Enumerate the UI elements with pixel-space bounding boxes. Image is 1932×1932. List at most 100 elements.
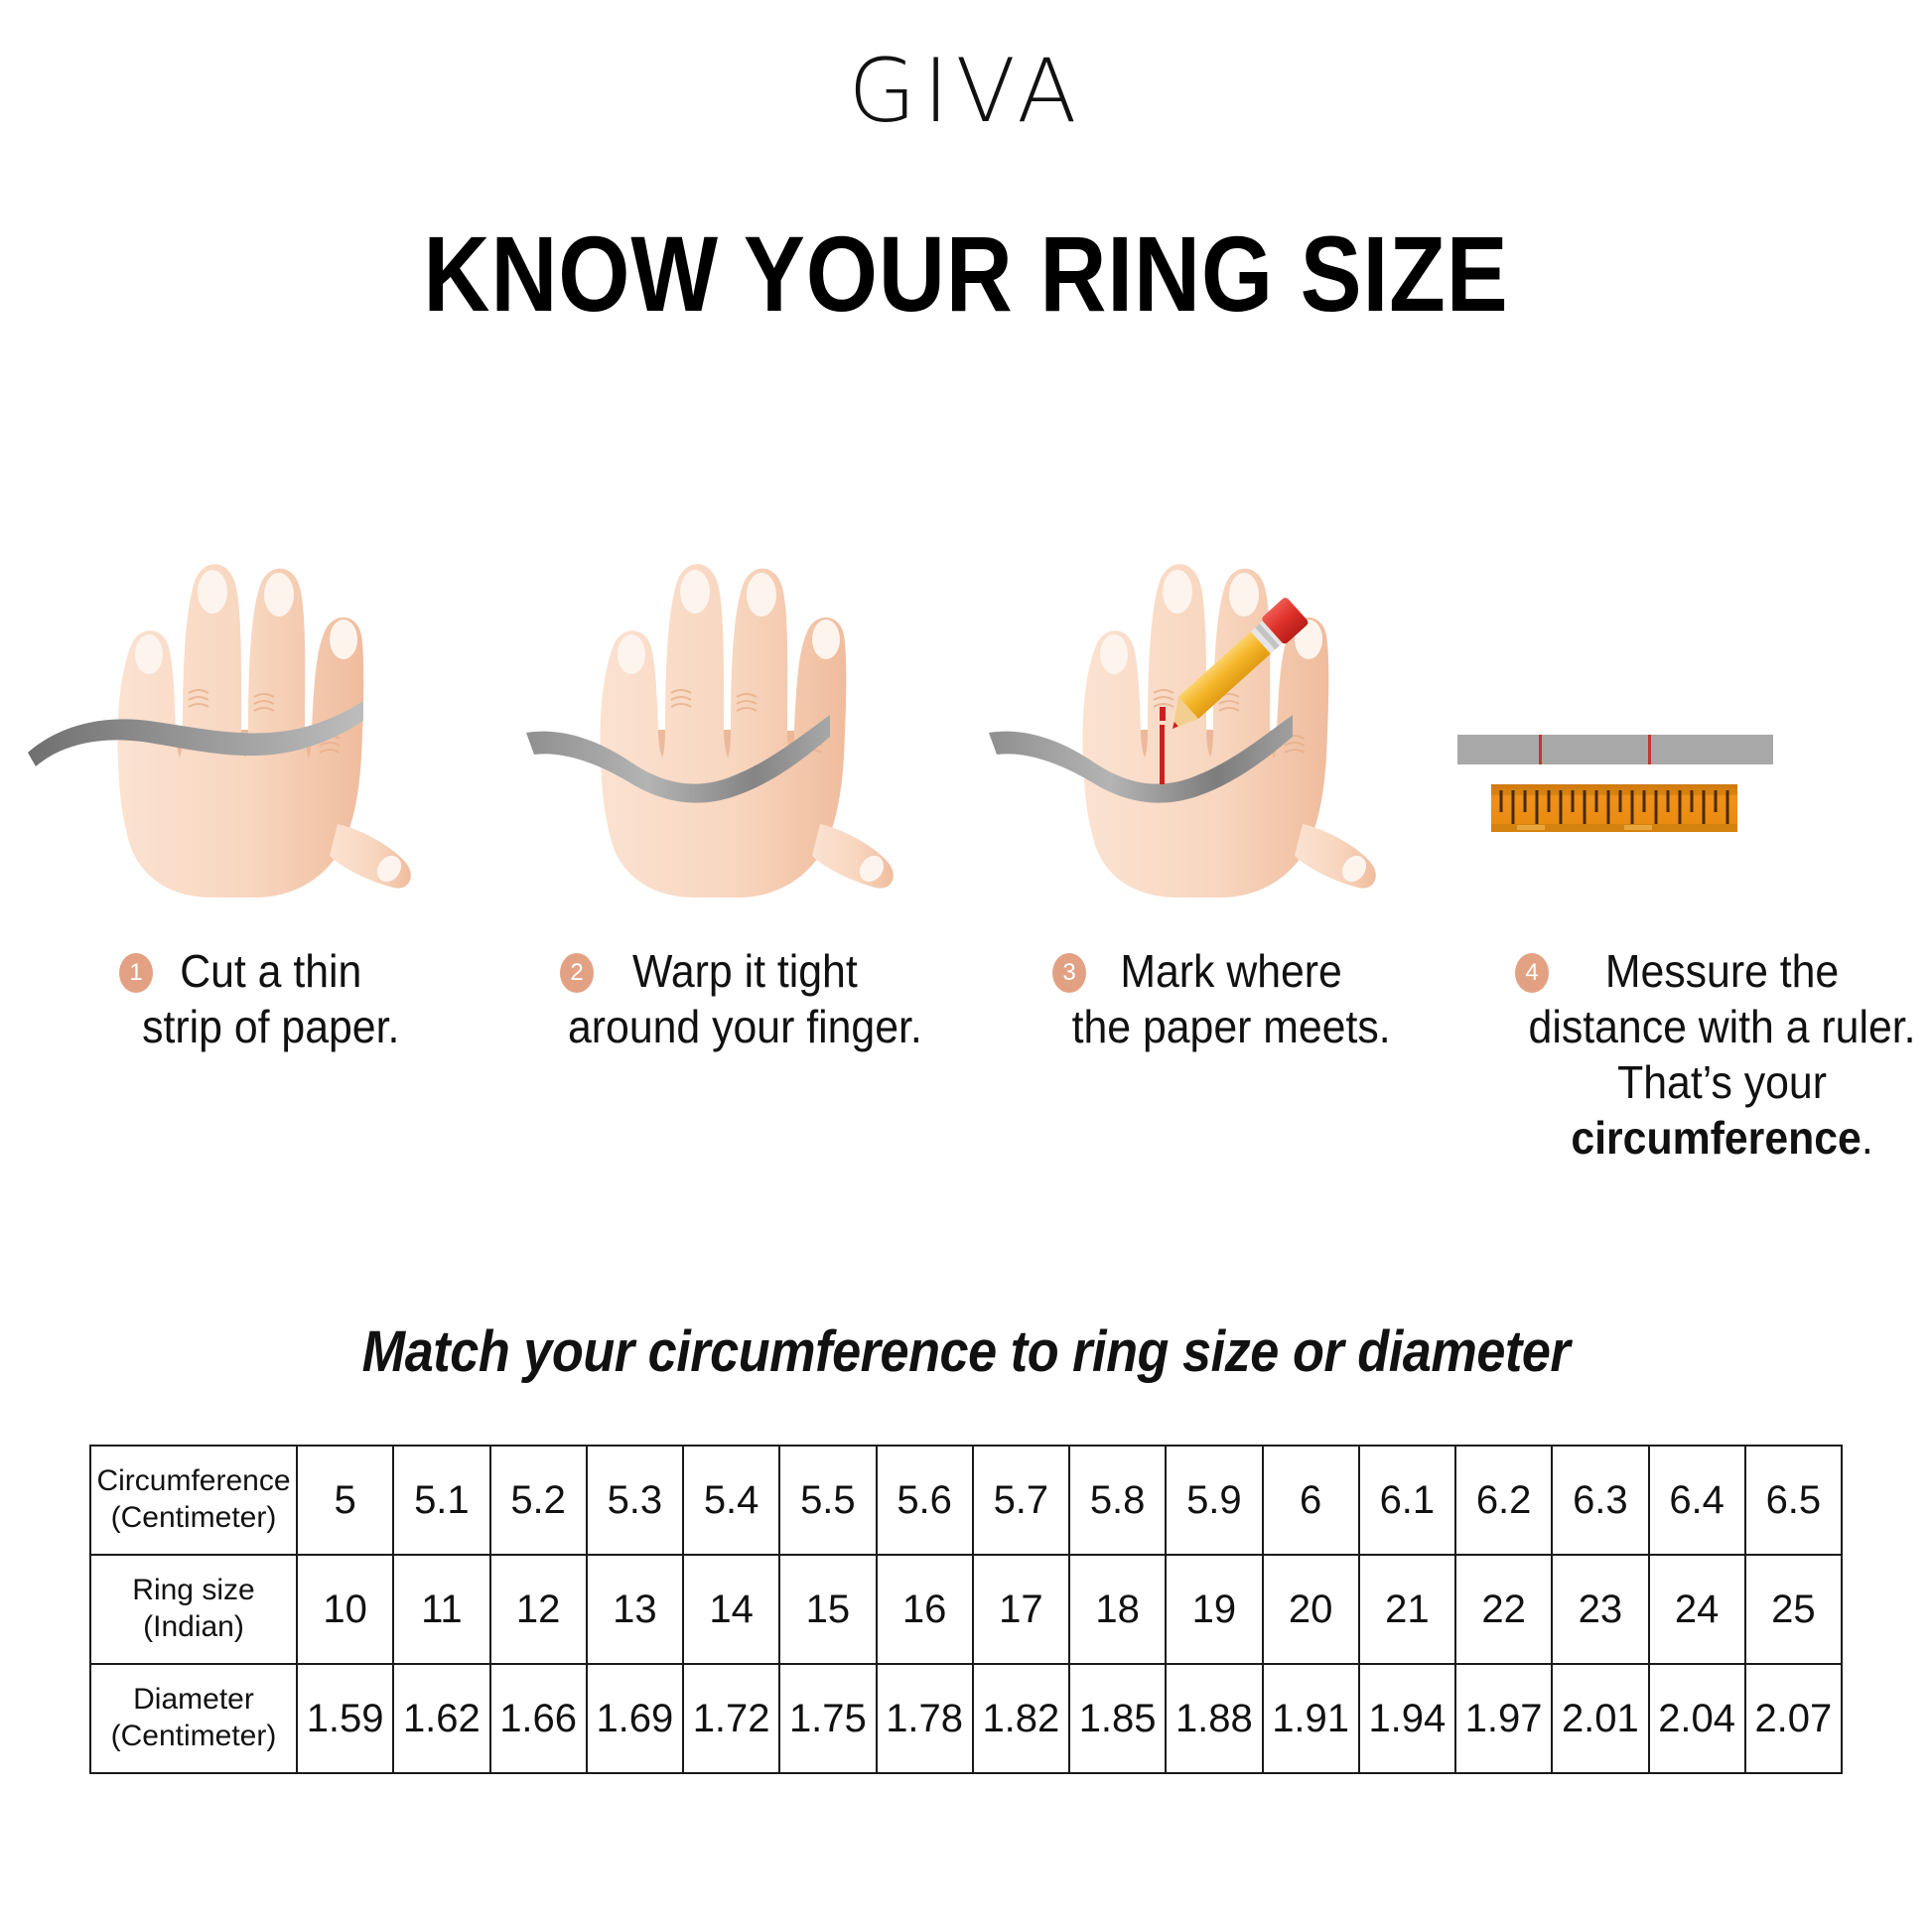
row-label-line-2: (Centimeter)	[110, 1501, 277, 1534]
cell-ring-size-10: 20	[1261, 1554, 1360, 1665]
brand-logo: GIVA	[848, 40, 1084, 142]
cell-circumference-4: 5.4	[681, 1445, 781, 1556]
step-4-illustration	[1448, 526, 1930, 943]
cell-ring-size-11: 21	[1357, 1554, 1457, 1665]
cell-circumference-15: 6.5	[1743, 1445, 1844, 1556]
cell-diameter-9: 1.88	[1165, 1663, 1264, 1774]
cell-circumference-13: 6.3	[1551, 1445, 1650, 1556]
cell-ring-size-13: 23	[1551, 1554, 1650, 1665]
hand-icon	[0, 526, 483, 943]
hand-pencil-icon	[965, 526, 1448, 943]
cell-ring-size-8: 18	[1067, 1554, 1168, 1665]
cell-circumference-3: 5.3	[585, 1445, 685, 1556]
cell-diameter-12: 1.97	[1453, 1663, 1554, 1774]
cell-circumference-10: 6	[1261, 1445, 1360, 1556]
page-title: KNOW YOUR RING SIZE	[423, 213, 1509, 334]
steps-captions: 1 Cut a thin strip of paper. 2 Warp it t…	[0, 943, 1932, 1166]
cell-ring-size-12: 22	[1453, 1554, 1554, 1665]
cell-circumference-14: 6.4	[1647, 1445, 1746, 1556]
step-4-line-1: Messure the	[1604, 945, 1840, 997]
circumference-emphasis: circumference	[1571, 1112, 1862, 1165]
step-4-line-3-suffix: .	[1861, 1112, 1873, 1165]
cell-ring-size-14: 24	[1647, 1554, 1746, 1665]
cell-diameter-7: 1.82	[971, 1663, 1071, 1774]
step-3-badge: 3	[1052, 953, 1086, 993]
ring-size-table: Circumference (Centimeter) 5 5.1 5.2 5.3…	[89, 1445, 1844, 1774]
step-3-text: Mark where the paper meets.	[988, 943, 1426, 1054]
step-3-line-2: the paper meets.	[1071, 1001, 1391, 1053]
cell-diameter-8: 1.85	[1067, 1663, 1168, 1774]
cell-diameter-13: 2.01	[1551, 1663, 1650, 1774]
cell-ring-size-15: 25	[1743, 1554, 1844, 1665]
ring-size-table-wrapper: Circumference (Centimeter) 5 5.1 5.2 5.3…	[89, 1445, 1844, 1774]
step-2-line-2: around your finger.	[568, 1001, 922, 1053]
row-label-line-1: Ring size	[132, 1574, 255, 1607]
step-3-line-1: Mark where	[1120, 945, 1342, 997]
step-2-caption: 2 Warp it tight around your finger.	[483, 943, 965, 1166]
row-label-line-2: (Centimeter)	[110, 1720, 277, 1752]
step-1-line-2: strip of paper.	[142, 1001, 400, 1053]
cell-ring-size-6: 16	[875, 1554, 974, 1665]
cell-diameter-5: 1.75	[778, 1663, 878, 1774]
step-2-badge: 2	[560, 953, 594, 993]
row-label-line-1: Diameter	[133, 1683, 254, 1717]
cell-diameter-10: 1.91	[1261, 1663, 1360, 1774]
ring-size-table-body: Circumference (Centimeter) 5 5.1 5.2 5.3…	[89, 1445, 1844, 1774]
cell-circumference-5: 5.5	[778, 1445, 878, 1556]
cell-ring-size-2: 12	[488, 1554, 588, 1665]
cell-circumference-11: 6.1	[1357, 1445, 1457, 1556]
cell-ring-size-4: 14	[681, 1554, 781, 1665]
cell-circumference-12: 6.2	[1453, 1445, 1554, 1556]
step-3-caption: 3 Mark where the paper meets.	[965, 943, 1448, 1166]
cell-diameter-11: 1.94	[1357, 1663, 1457, 1774]
cell-circumference-2: 5.2	[488, 1445, 588, 1556]
cell-diameter-3: 1.69	[585, 1663, 685, 1774]
cell-diameter-4: 1.72	[681, 1663, 781, 1774]
cell-circumference-6: 5.6	[875, 1445, 974, 1556]
cell-ring-size-3: 13	[585, 1554, 685, 1665]
pencil-icon	[1173, 598, 1309, 729]
row-label-line-2: (Indian)	[143, 1610, 244, 1643]
table-row: Diameter (Centimeter) 1.59 1.62 1.66 1.6…	[89, 1663, 1844, 1774]
step-1-line-1: Cut a thin	[180, 945, 362, 997]
cell-diameter-15: 2.07	[1743, 1663, 1844, 1774]
step-4-text: Messure the distance with a ruler. That’…	[1452, 943, 1932, 1166]
table-row: Ring size (Indian) 10 11 12 13 14 15 16 …	[89, 1554, 1844, 1665]
table-heading: Match your circumference to ring size or…	[361, 1319, 1571, 1384]
step-4-badge: 4	[1515, 953, 1549, 993]
cell-diameter-2: 1.66	[488, 1663, 588, 1774]
cell-ring-size-9: 19	[1165, 1554, 1264, 1665]
ruler-icon	[1448, 526, 1930, 943]
row-label-ring-size: Ring size (Indian)	[89, 1554, 298, 1665]
step-1-badge: 1	[119, 953, 153, 993]
cell-ring-size-0: 10	[295, 1554, 395, 1665]
row-label-diameter: Diameter (Centimeter)	[89, 1663, 298, 1774]
table-row: Circumference (Centimeter) 5 5.1 5.2 5.3…	[89, 1445, 1844, 1556]
cell-ring-size-1: 11	[392, 1554, 491, 1665]
cell-diameter-14: 2.04	[1647, 1663, 1746, 1774]
step-1-caption: 1 Cut a thin strip of paper.	[0, 943, 483, 1166]
step-1-text: Cut a thin strip of paper.	[23, 943, 461, 1054]
step-2-illustration	[483, 526, 965, 943]
hand-icon	[483, 526, 965, 943]
cell-ring-size-5: 15	[778, 1554, 878, 1665]
step-2-line-1: Warp it tight	[632, 945, 858, 997]
step-2-text: Warp it tight around your finger.	[505, 943, 943, 1054]
step-4-line-3: That’s your circumference.	[1491, 1054, 1932, 1166]
step-4-caption: 4 Messure the distance with a ruler. Tha…	[1448, 943, 1930, 1166]
cell-circumference-9: 5.9	[1165, 1445, 1264, 1556]
step-4-line-2: distance with a ruler.	[1528, 1001, 1916, 1053]
row-label-circumference: Circumference (Centimeter)	[89, 1445, 298, 1556]
cell-circumference-7: 5.7	[971, 1445, 1071, 1556]
cell-diameter-0: 1.59	[295, 1663, 395, 1774]
cell-circumference-0: 5	[295, 1445, 395, 1556]
cell-circumference-8: 5.8	[1067, 1445, 1168, 1556]
cell-circumference-1: 5.1	[392, 1445, 491, 1556]
marked-strip	[1457, 735, 1773, 764]
step-1-illustration	[0, 526, 483, 943]
step-4-line-3-prefix: That’s your	[1617, 1056, 1827, 1109]
cell-diameter-1: 1.62	[392, 1663, 491, 1774]
steps-illustrations	[0, 526, 1932, 943]
step-3-illustration	[965, 526, 1448, 943]
cell-diameter-6: 1.78	[875, 1663, 974, 1774]
